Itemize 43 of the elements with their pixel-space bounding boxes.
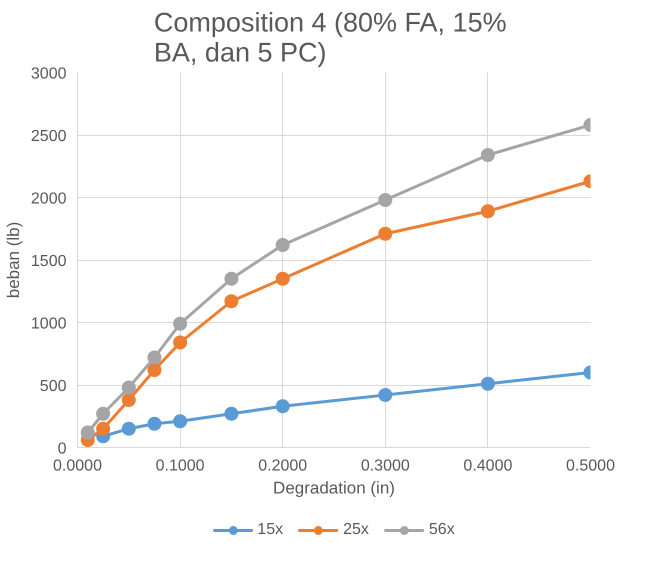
y-tick-label: 1500: [30, 253, 67, 270]
y-tick-label: 500: [40, 378, 67, 395]
point: [147, 350, 162, 364]
x-tick-label: 0.5000: [566, 458, 616, 474]
point: [276, 272, 290, 286]
point: [122, 380, 136, 394]
y-tick-label: 1000: [30, 316, 67, 332]
point: [80, 426, 95, 440]
point: [147, 363, 162, 377]
point: [480, 148, 495, 162]
y-tick-label: 2000: [30, 190, 67, 208]
x-tick-label: 0.0000: [53, 458, 102, 474]
legend-label: 25x: [343, 521, 369, 539]
legend-label: 56x: [428, 521, 455, 539]
x-axis-title: Degradation (in): [273, 478, 395, 498]
point: [224, 406, 238, 421]
y-tick-label: 3000: [30, 66, 67, 82]
point: [173, 414, 188, 428]
point: [122, 422, 136, 436]
point: [96, 422, 110, 436]
x-tick-label: 0.2000: [258, 458, 308, 474]
point: [276, 399, 290, 414]
point: [480, 376, 495, 391]
point: [480, 204, 495, 218]
chart-title: Composition 4 (80% FA, 15% BA, dan 5 PC): [154, 8, 507, 68]
point: [378, 193, 392, 207]
legend-label: 15x: [257, 521, 284, 539]
point: [122, 393, 136, 407]
y-tick-label: 2500: [30, 128, 67, 145]
point: [147, 416, 162, 431]
y-axis-title: beban (lb): [4, 222, 23, 298]
point: [173, 316, 188, 331]
point: [173, 336, 188, 350]
point: [96, 406, 110, 421]
point: [276, 238, 290, 252]
x-tick-label: 0.4000: [463, 458, 512, 474]
y-tick-label: 0: [58, 440, 67, 458]
point: [224, 294, 238, 308]
point: [378, 226, 392, 241]
x-tick-label: 0.3000: [360, 458, 410, 474]
point: [224, 272, 238, 286]
x-tick-label: 0.1000: [156, 458, 205, 474]
point: [378, 388, 392, 402]
